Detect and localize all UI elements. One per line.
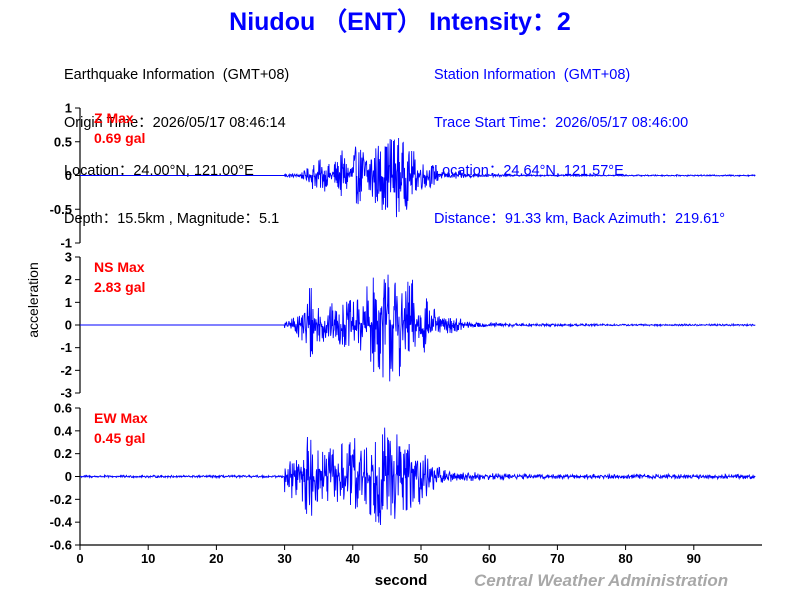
depth-magnitude: Depth：15.5km , Magnitude：5.1	[64, 211, 280, 227]
ns-y-tick-label: -2	[60, 363, 72, 378]
ew-y-tick-label: 0	[65, 469, 72, 484]
z-y-tick-label: -0.5	[50, 202, 72, 217]
ns-max-label: NS Max	[94, 259, 145, 275]
ew-waveform-trace	[79, 427, 756, 525]
x-tick-label: 0	[76, 551, 83, 566]
ew-y-tick-label: 0.2	[54, 446, 72, 461]
station-info-heading: Station Information (GMT+08)	[434, 67, 631, 83]
ew-max-value: 0.45 gal	[94, 430, 145, 446]
x-tick-label: 50	[414, 551, 428, 566]
ns-y-tick-label: 0	[65, 318, 72, 333]
station-info: Station Information (GMT+08) Trace Start…	[434, 35, 725, 243]
x-axis-label: second	[374, 572, 428, 589]
z-y-tick-label: 0.5	[54, 134, 72, 149]
z-y-tick-label: 0	[65, 168, 72, 183]
ew-max-label: EW Max	[94, 410, 148, 426]
ew-y-tick-label: -0.2	[50, 492, 72, 507]
z-y-tick-label: -1	[60, 236, 72, 251]
ns-waveform-trace	[80, 274, 756, 382]
ew-y-tick-label: 0.6	[54, 401, 72, 416]
epicenter-location: Location：24.00°N, 121.00°E	[64, 163, 254, 179]
z-waveform-trace	[80, 138, 756, 218]
chart-title: Niudou （ENT） Intensity：2	[229, 8, 571, 36]
trace-start-time: Trace Start Time：2026/05/17 08:46:00	[434, 115, 689, 131]
earthquake-info: Earthquake Information (GMT+08) Origin T…	[64, 35, 289, 243]
ew-y-tick-label: -0.6	[50, 538, 72, 553]
x-tick-label: 80	[618, 551, 632, 566]
earthquake-info-heading: Earthquake Information (GMT+08)	[64, 67, 290, 83]
x-tick-label: 90	[687, 551, 701, 566]
ns-y-tick-label: -1	[60, 340, 72, 355]
z-max-label: Z Max	[94, 110, 134, 126]
z-max-value: 0.69 gal	[94, 130, 145, 146]
ns-max-value: 2.83 gal	[94, 279, 145, 295]
x-tick-label: 30	[277, 551, 291, 566]
ns-y-tick-label: -3	[60, 386, 72, 401]
x-tick-label: 10	[141, 551, 155, 566]
z-y-tick-label: 1	[65, 101, 72, 116]
origin-time: Origin Time：2026/05/17 08:46:14	[64, 115, 286, 131]
ew-y-tick-label: 0.4	[54, 423, 73, 438]
distance-azimuth: Distance：91.33 km, Back Azimuth：219.61°	[434, 211, 726, 227]
agency-credit: Central Weather Administration	[474, 571, 729, 590]
x-tick-label: 70	[550, 551, 564, 566]
x-tick-label: 60	[482, 551, 496, 566]
ns-y-tick-label: 2	[65, 272, 72, 287]
x-tick-label: 20	[209, 551, 223, 566]
ew-y-tick-label: -0.4	[50, 515, 73, 530]
ns-y-tick-label: 3	[65, 250, 72, 265]
ns-y-tick-label: 1	[65, 295, 72, 310]
x-tick-label: 40	[346, 551, 360, 566]
